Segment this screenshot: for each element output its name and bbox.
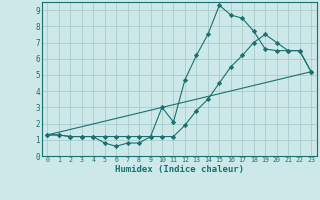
X-axis label: Humidex (Indice chaleur): Humidex (Indice chaleur) <box>115 165 244 174</box>
